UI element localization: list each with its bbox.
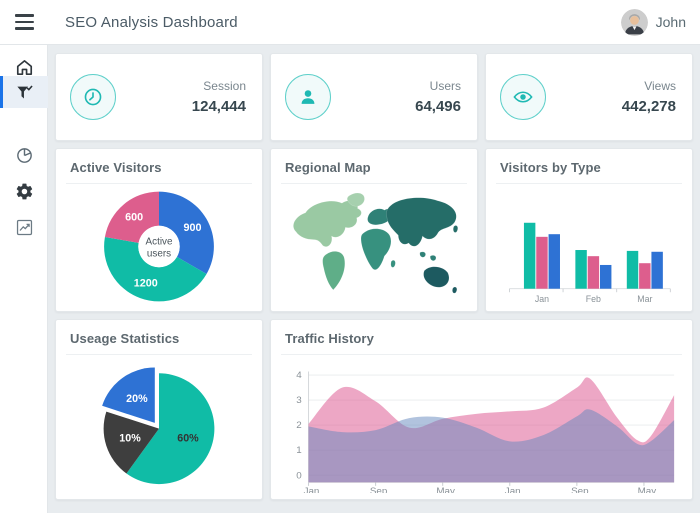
sidebar-item-home[interactable] (0, 53, 48, 81)
user-menu[interactable]: John (620, 8, 686, 36)
sidebar-item-settings[interactable] (0, 177, 48, 205)
stat-value: 64,496 (415, 98, 461, 115)
stat-label: Users (429, 79, 461, 93)
views-icon-circle (500, 74, 546, 120)
card-title: Regional Map (285, 160, 371, 175)
stat-label: Session (203, 79, 246, 93)
gear-icon (16, 183, 32, 199)
svg-text:2: 2 (296, 420, 301, 430)
avatar (620, 8, 648, 36)
svg-text:0: 0 (296, 470, 301, 480)
svg-text:Feb: Feb (586, 294, 601, 304)
svg-text:Sep: Sep (370, 485, 387, 493)
svg-text:May: May (436, 485, 455, 493)
divider (66, 183, 252, 184)
svg-text:Jan: Jan (505, 485, 521, 493)
svg-text:Active: Active (146, 237, 173, 248)
visitors-by-type-card: Visitors by Type Jan Feb Mar (485, 148, 693, 312)
divider (496, 183, 682, 184)
trend-chart-icon (16, 219, 32, 235)
session-icon-circle (70, 74, 116, 120)
user-icon (301, 90, 315, 104)
page-title: SEO Analysis Dashboard (65, 13, 238, 31)
svg-text:1: 1 (296, 445, 301, 455)
divider (281, 354, 682, 355)
stat-card-users: Users 64,496 (270, 53, 478, 141)
sidebar-item-pie-chart[interactable] (0, 141, 48, 169)
stat-value: 124,444 (191, 98, 246, 115)
card-title: Active Visitors (70, 160, 162, 175)
pie-chart-icon (16, 147, 32, 163)
svg-text:1200: 1200 (134, 277, 158, 289)
clock-icon (84, 88, 102, 106)
svg-text:10%: 10% (119, 433, 141, 445)
stat-label: Views (644, 79, 676, 93)
menu-button[interactable] (0, 0, 48, 45)
sidebar-item-filter[interactable] (0, 76, 48, 108)
divider (66, 354, 252, 355)
sidebar (0, 45, 48, 513)
app-header: SEO Analysis Dashboard John (0, 0, 700, 45)
card-title: Visitors by Type (500, 160, 601, 175)
sidebar-item-analytics[interactable] (0, 213, 48, 241)
regional-map-card: Regional Map (270, 148, 478, 312)
svg-text:4: 4 (296, 370, 301, 380)
filter-check-icon (16, 84, 33, 98)
svg-text:3: 3 (296, 395, 301, 405)
svg-text:Jan: Jan (304, 485, 320, 493)
stat-value: 442,278 (621, 98, 676, 115)
avatar-photo (620, 8, 648, 36)
card-title: Useage Statistics (70, 331, 180, 346)
world-map (293, 192, 459, 294)
user-name: John (655, 14, 686, 30)
users-icon-circle (285, 74, 331, 120)
traffic-history-card: Traffic History 0 1 2 3 4 Jan Sep May Jan Sep May (270, 319, 693, 500)
traffic-area-chart: 0 1 2 3 4 Jan Sep May Jan Sep May (296, 370, 675, 493)
svg-text:20%: 20% (126, 393, 148, 405)
stat-card-session: Session 124,444 (55, 53, 263, 141)
svg-text:Jan: Jan (535, 294, 549, 304)
hamburger-icon (14, 14, 34, 17)
svg-text:users: users (147, 248, 171, 259)
svg-text:Mar: Mar (637, 294, 652, 304)
eye-icon (513, 91, 533, 103)
visitors-bar-chart: Jan Feb Mar (508, 222, 671, 304)
svg-text:60%: 60% (177, 433, 199, 445)
home-icon (16, 59, 32, 75)
usage-statistics-card: Useage Statistics 60% 10% 20% (55, 319, 263, 500)
svg-text:Sep: Sep (571, 485, 588, 493)
card-title: Traffic History (285, 331, 374, 346)
dashboard-content: Session 124,444 Users 64,496 Views 442,2… (48, 45, 700, 513)
svg-text:600: 600 (125, 211, 143, 223)
svg-text:900: 900 (184, 222, 202, 234)
svg-text:May: May (638, 485, 657, 493)
stat-card-views: Views 442,278 (485, 53, 693, 141)
active-visitors-card: Active Visitors 900 1200 600 Active users (55, 148, 263, 312)
usage-pie-chart: 60% 10% 20% (102, 367, 215, 485)
divider (281, 183, 467, 184)
